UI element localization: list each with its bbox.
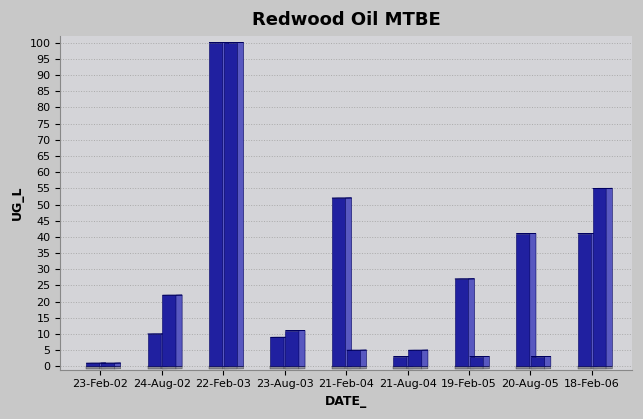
Polygon shape <box>148 334 161 366</box>
Polygon shape <box>484 357 489 366</box>
Polygon shape <box>530 233 536 366</box>
Polygon shape <box>516 234 530 366</box>
Polygon shape <box>470 366 484 369</box>
Polygon shape <box>422 350 428 366</box>
Polygon shape <box>163 295 176 366</box>
Polygon shape <box>592 233 597 366</box>
Polygon shape <box>209 366 222 369</box>
Polygon shape <box>285 366 299 369</box>
Polygon shape <box>407 366 413 369</box>
Polygon shape <box>237 43 244 366</box>
Y-axis label: UG_L: UG_L <box>11 186 24 220</box>
X-axis label: DATE_: DATE_ <box>325 395 367 408</box>
Polygon shape <box>531 357 545 366</box>
Polygon shape <box>114 363 121 366</box>
Title: Redwood Oil MTBE: Redwood Oil MTBE <box>252 11 440 29</box>
Polygon shape <box>148 366 161 369</box>
Polygon shape <box>468 279 475 366</box>
Polygon shape <box>530 366 536 369</box>
Polygon shape <box>237 366 244 369</box>
Polygon shape <box>209 43 222 366</box>
Polygon shape <box>222 366 229 369</box>
Polygon shape <box>271 337 284 366</box>
Polygon shape <box>224 366 237 369</box>
Polygon shape <box>516 366 530 369</box>
Polygon shape <box>592 366 597 369</box>
Polygon shape <box>86 363 100 366</box>
Polygon shape <box>545 357 551 366</box>
Polygon shape <box>408 350 422 366</box>
Polygon shape <box>345 366 352 369</box>
Polygon shape <box>284 337 290 366</box>
Polygon shape <box>360 350 367 366</box>
Polygon shape <box>161 366 167 369</box>
Polygon shape <box>285 331 299 366</box>
Polygon shape <box>578 234 592 366</box>
Polygon shape <box>484 366 489 369</box>
Polygon shape <box>299 331 305 366</box>
Polygon shape <box>347 350 360 366</box>
Polygon shape <box>408 366 422 369</box>
Polygon shape <box>86 366 100 369</box>
Polygon shape <box>422 366 428 369</box>
Polygon shape <box>347 366 360 369</box>
Polygon shape <box>163 366 176 369</box>
Polygon shape <box>606 188 612 366</box>
Polygon shape <box>394 357 407 366</box>
Polygon shape <box>101 366 114 369</box>
Polygon shape <box>299 366 305 369</box>
Polygon shape <box>593 189 606 366</box>
Polygon shape <box>455 366 468 369</box>
Polygon shape <box>284 366 290 369</box>
Polygon shape <box>360 366 367 369</box>
Polygon shape <box>271 366 284 369</box>
Polygon shape <box>114 366 121 369</box>
Polygon shape <box>161 334 167 366</box>
Polygon shape <box>176 295 182 366</box>
Polygon shape <box>222 43 229 366</box>
Polygon shape <box>468 366 475 369</box>
Polygon shape <box>545 366 551 369</box>
Polygon shape <box>176 366 182 369</box>
Polygon shape <box>593 366 606 369</box>
Polygon shape <box>531 366 545 369</box>
Polygon shape <box>455 279 468 366</box>
Polygon shape <box>224 43 237 366</box>
Polygon shape <box>101 363 114 366</box>
Polygon shape <box>606 366 612 369</box>
Polygon shape <box>470 357 484 366</box>
Polygon shape <box>345 198 352 366</box>
Polygon shape <box>100 366 106 369</box>
Polygon shape <box>394 366 407 369</box>
Polygon shape <box>332 198 345 366</box>
Polygon shape <box>578 366 592 369</box>
Polygon shape <box>100 363 106 366</box>
Polygon shape <box>407 357 413 366</box>
Polygon shape <box>332 366 345 369</box>
